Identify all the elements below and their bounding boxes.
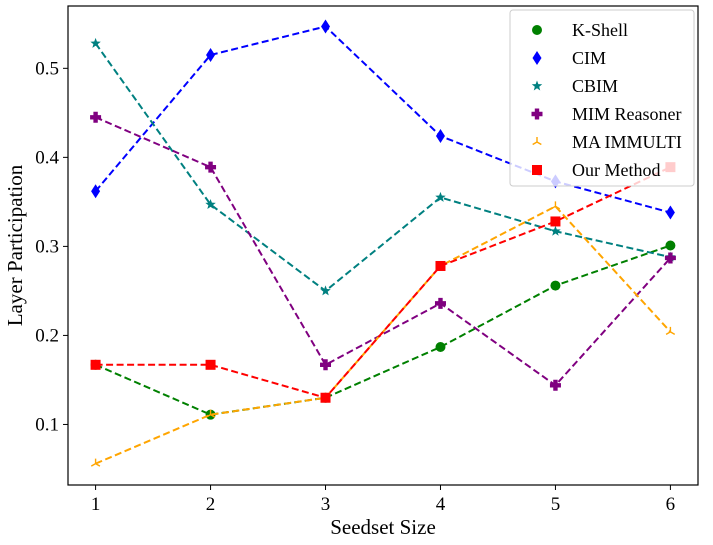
y-axis-label: Layer Participation: [3, 164, 27, 326]
legend-marker: [531, 108, 543, 120]
data-point: [550, 201, 561, 210]
legend-marker: [532, 137, 542, 146]
data-point: [435, 260, 446, 271]
legend-label: MIM Reasoner: [572, 104, 681, 124]
data-point: [321, 19, 331, 34]
legend-label: Our Method: [572, 160, 661, 180]
x-tick-label: 2: [206, 494, 216, 515]
data-point: [550, 225, 561, 236]
x-tick-label: 4: [436, 494, 446, 515]
data-point: [90, 359, 101, 370]
data-point: [665, 240, 676, 251]
legend-label: CIM: [572, 48, 606, 68]
y-tick-label: 0.5: [35, 58, 59, 79]
data-point: [90, 37, 101, 48]
y-tick-label: 0.2: [35, 325, 59, 346]
series-ma-immulti: [90, 201, 676, 467]
legend-marker: [531, 80, 543, 91]
data-point: [205, 409, 216, 418]
data-point: [320, 359, 332, 371]
legend-label: K-Shell: [572, 20, 628, 40]
data-point: [664, 252, 676, 264]
y-tick-label: 0.1: [35, 414, 59, 435]
data-point: [320, 285, 331, 296]
series-k-shell: [90, 240, 676, 420]
data-point: [205, 199, 216, 209]
data-point: [435, 341, 446, 352]
data-point: [205, 359, 216, 370]
axis-ticks: 1 2 3 4 5 6 0.1 0.2 0.3 0.4 0.5: [35, 58, 675, 515]
x-axis-label: Seedset Size: [330, 515, 436, 539]
legend-marker: [532, 25, 542, 35]
data-point: [665, 326, 676, 335]
data-point: [206, 47, 216, 62]
legend-marker: [532, 165, 542, 175]
data-point: [320, 392, 331, 403]
series-our-method: [90, 162, 676, 403]
series-line: [95, 116, 672, 387]
data-point: [435, 191, 446, 202]
series-line: [95, 244, 671, 416]
data-point: [665, 205, 675, 220]
series-line: [95, 166, 671, 399]
x-tick-label: 1: [91, 494, 101, 515]
data-point: [434, 297, 446, 309]
series-cim: [91, 19, 675, 220]
legend-label: CBIM: [572, 76, 618, 96]
legend: K-Shell CIM CBIM MIM Reasoner MA IMMULTI Our …: [509, 9, 695, 187]
data-point: [91, 184, 101, 199]
series-line: [94, 42, 671, 293]
data-point: [550, 280, 561, 291]
series-mim-reasoner: [90, 111, 676, 391]
legend-marker: [532, 51, 542, 65]
data-point: [90, 111, 102, 123]
plot-area-frame: [67, 5, 699, 486]
y-tick-label: 0.4: [35, 147, 59, 168]
data-point: [90, 458, 101, 467]
series-line: [94, 25, 671, 214]
x-tick-label: 5: [551, 494, 561, 515]
data-point: [205, 161, 217, 173]
y-tick-label: 0.3: [35, 236, 59, 257]
data-point: [435, 128, 445, 143]
data-point: [550, 216, 561, 227]
data-point: [549, 379, 561, 391]
legend-box: [509, 9, 695, 187]
x-tick-label: 6: [666, 494, 676, 515]
x-tick-label: 3: [321, 494, 331, 515]
legend-label: MA IMMULTI: [572, 132, 682, 152]
